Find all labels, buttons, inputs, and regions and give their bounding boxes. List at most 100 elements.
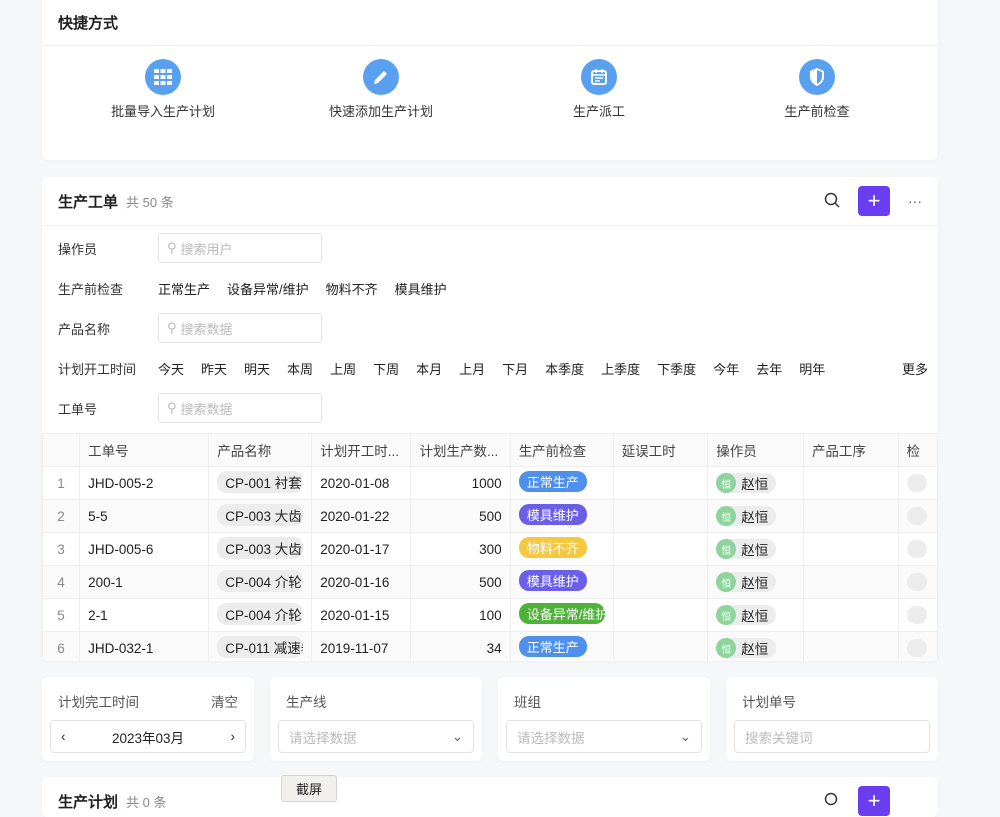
operator-cell: 恒赵恒 xyxy=(707,499,804,533)
delay-hours xyxy=(612,598,709,632)
filter-option[interactable]: 正常生产 xyxy=(158,282,211,297)
filter-option[interactable]: 下周 xyxy=(373,362,400,377)
plan-no-input[interactable]: 搜索关键词 xyxy=(734,720,930,753)
chevron-down-icon: ⌄ xyxy=(451,728,463,744)
table-row[interactable]: 5 2-1 CP-004 介轮 2020-01-15 100 设备异常/维护 恒… xyxy=(42,598,938,632)
extra-cell xyxy=(897,631,938,661)
table-row[interactable]: 2 5-5 CP-003 大齿轮 2020-01-22 500 模具维护 恒赵恒 xyxy=(42,499,938,533)
search-icon[interactable] xyxy=(824,792,840,811)
column-header[interactable]: 延误工时 xyxy=(612,433,709,467)
table-row[interactable]: 4 200-1 CP-004 介轮 2020-01-16 500 模具维护 恒赵… xyxy=(42,565,938,599)
more-link[interactable]: 更多 xyxy=(901,362,928,377)
filter-option[interactable]: 昨天 xyxy=(201,362,228,377)
filter-option[interactable]: 本月 xyxy=(416,362,443,377)
clear-button[interactable]: 清空 xyxy=(211,695,238,710)
production-line-select[interactable]: 请选择数据 ⌄ xyxy=(278,720,474,753)
filter-option[interactable]: 明年 xyxy=(799,362,826,377)
team-select[interactable]: 请选择数据 ⌄ xyxy=(506,720,702,753)
divider xyxy=(42,45,938,46)
order-no: 5-5 xyxy=(79,499,210,533)
search-icon[interactable] xyxy=(824,192,840,211)
filter-option[interactable]: 设备异常/维护 xyxy=(227,282,309,297)
filter-label: 操作员 xyxy=(58,241,98,257)
filter-option[interactable]: 上月 xyxy=(459,362,486,377)
filter-label: 计划开工时间 xyxy=(58,362,137,377)
status-badge: 设备异常/维护 xyxy=(518,603,605,624)
start-date: 2020-01-08 xyxy=(311,466,412,500)
column-header[interactable]: 检 xyxy=(897,433,938,467)
product-search-input[interactable]: ⚲ 搜索数据 xyxy=(158,313,322,343)
product-tag: CP-004 介轮 xyxy=(217,602,304,625)
row-index: 2 xyxy=(42,499,81,533)
operator-cell: 恒赵恒 xyxy=(707,565,804,599)
quick-add-plan[interactable]: 快速添加生产计划 xyxy=(281,59,481,120)
more-icon[interactable]: ··· xyxy=(908,193,922,209)
product-cell: CP-004 介轮 xyxy=(208,598,313,632)
check-cell: 正常生产 xyxy=(509,466,614,500)
column-header[interactable]: 计划开工时... xyxy=(311,433,412,467)
table-row[interactable]: 3 JHD-005-6 CP-003 大齿轮 2020-01-17 300 物料… xyxy=(42,532,938,566)
placeholder: 请选择数据 xyxy=(517,730,585,746)
filter-option[interactable]: 下月 xyxy=(502,362,529,377)
avatar: 恒 xyxy=(716,638,737,658)
extra-cell xyxy=(897,532,938,566)
order-no: 200-1 xyxy=(79,565,210,599)
table-grid-icon xyxy=(145,59,181,95)
operator-search-input[interactable]: ⚲ 搜索用户 xyxy=(158,233,322,263)
table-row[interactable]: 1 JHD-005-2 CP-001 衬套 2020-01-08 1000 正常… xyxy=(42,466,938,500)
production-line-filter: 生产线 请选择数据 ⌄ xyxy=(270,677,482,761)
column-header[interactable]: 操作员 xyxy=(707,433,804,467)
record-count: 共 0 条 xyxy=(126,795,167,810)
column-header[interactable]: 工单号 xyxy=(79,433,210,467)
filter-option[interactable]: 今天 xyxy=(158,362,185,377)
extra-cell xyxy=(897,499,938,533)
start-date: 2020-01-16 xyxy=(311,565,412,599)
add-button[interactable]: + xyxy=(858,786,890,816)
operator-tag: 恒赵恒 xyxy=(716,473,777,493)
check-cell: 模具维护 xyxy=(509,565,614,599)
search-icon: ⚲ xyxy=(167,240,177,255)
quick-label: 生产派工 xyxy=(572,104,625,119)
prev-month-icon[interactable]: ‹ xyxy=(61,729,66,744)
filter-option[interactable]: 上季度 xyxy=(601,362,641,377)
avatar: 恒 xyxy=(716,539,737,559)
filter-option[interactable]: 本季度 xyxy=(545,362,585,377)
filter-option[interactable]: 去年 xyxy=(756,362,783,377)
quick-dispatch[interactable]: 生产派工 xyxy=(499,59,699,120)
product-cell: CP-003 大齿轮 xyxy=(208,532,313,566)
filter-option[interactable]: 物料不齐 xyxy=(325,282,378,297)
operator-name: 赵恒 xyxy=(741,543,769,558)
process-cell xyxy=(802,532,899,566)
column-header[interactable]: 生产前检查 xyxy=(509,433,614,467)
order-no-search-input[interactable]: ⚲ 搜索数据 xyxy=(158,393,322,423)
filter-option[interactable]: 下季度 xyxy=(657,362,697,377)
operator-cell: 恒赵恒 xyxy=(707,598,804,632)
quick-precheck[interactable]: 生产前检查 xyxy=(717,59,917,120)
operator-name: 赵恒 xyxy=(741,510,769,525)
status-badge: 模具维护 xyxy=(518,504,587,525)
column-header[interactable]: 产品名称 xyxy=(208,433,313,467)
row-index: 1 xyxy=(42,466,81,500)
filter-option[interactable]: 明天 xyxy=(244,362,271,377)
tag xyxy=(906,507,927,525)
table-row[interactable]: 6 JHD-032-1 CP-011 减速器 2019-11-07 34 正常生… xyxy=(42,631,938,661)
filter-option[interactable]: 上周 xyxy=(330,362,357,377)
placeholder: 搜索用户 xyxy=(180,241,233,257)
next-month-icon[interactable]: › xyxy=(230,729,236,744)
column-header[interactable] xyxy=(42,433,81,467)
quick-import-plan[interactable]: 批量导入生产计划 xyxy=(63,59,263,120)
product-cell: CP-004 介轮 xyxy=(208,565,313,599)
avatar: 恒 xyxy=(716,605,737,625)
operator-name: 赵恒 xyxy=(741,642,769,657)
add-button[interactable]: + xyxy=(858,186,890,216)
order-no: 2-1 xyxy=(79,598,210,632)
filter-label: 班组 xyxy=(514,695,541,710)
filter-option[interactable]: 本周 xyxy=(287,362,314,377)
column-header[interactable]: 产品工序 xyxy=(802,433,899,467)
start-date: 2020-01-17 xyxy=(311,532,412,566)
filter-option[interactable]: 模具维护 xyxy=(394,282,447,297)
filter-option[interactable]: 今年 xyxy=(713,362,740,377)
process-cell xyxy=(802,466,899,500)
operator-tag: 恒赵恒 xyxy=(716,539,777,559)
column-header[interactable]: 计划生产数... xyxy=(410,433,511,467)
